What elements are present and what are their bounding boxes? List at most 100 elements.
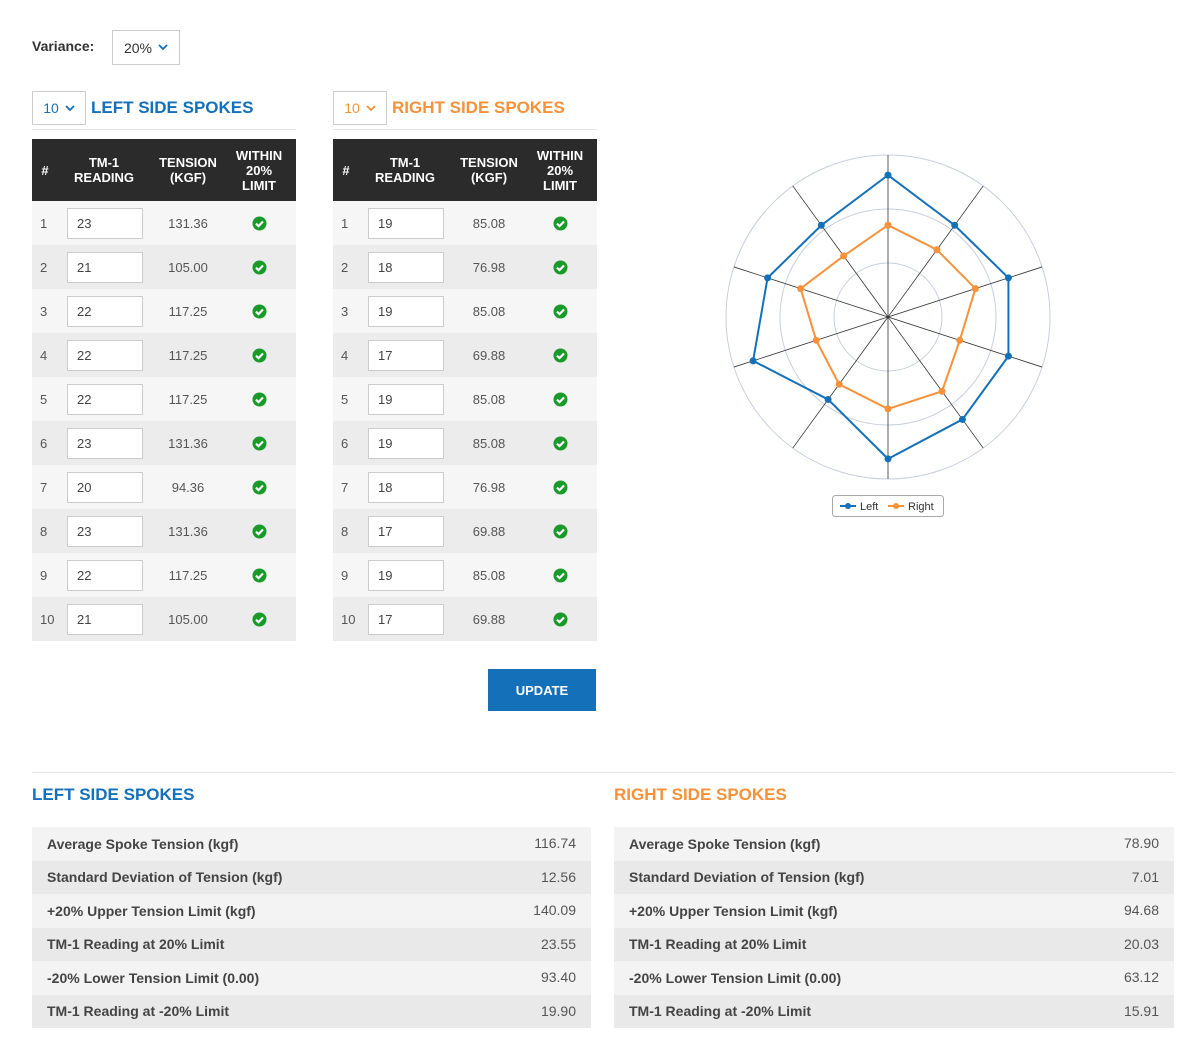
within-limit xyxy=(228,465,290,509)
chevron xyxy=(366,104,376,111)
column-header: # xyxy=(342,162,350,178)
reading-input[interactable]: 21 xyxy=(67,252,143,283)
data-point xyxy=(884,455,892,463)
table-underline xyxy=(333,129,597,130)
reading-input[interactable]: 22 xyxy=(67,296,143,327)
count-select[interactable]: 10 xyxy=(32,91,86,125)
data-point xyxy=(884,171,892,179)
update-button[interactable]: UPDATE xyxy=(488,669,596,711)
column-header: WITHIN 20% LIMIT xyxy=(536,147,584,193)
summary-value: 63.12 xyxy=(1123,969,1159,985)
data-point xyxy=(956,336,964,344)
data-point xyxy=(938,387,946,395)
summary-row: Average Spoke Tension (kgf) xyxy=(32,827,591,861)
row-number: 3 xyxy=(40,303,48,319)
within-limit xyxy=(228,377,290,421)
variance-select[interactable]: 20% xyxy=(112,30,180,65)
row-number: 6 xyxy=(341,435,349,451)
within-limit xyxy=(228,333,290,377)
reading-input[interactable]: 19 xyxy=(368,560,444,591)
within-limit xyxy=(529,377,591,421)
data-point xyxy=(749,357,757,365)
tension: 94.36 xyxy=(171,479,205,495)
within-limit xyxy=(529,421,591,465)
summary-row: +20% Upper Tension Limit (kgf) xyxy=(32,894,591,928)
within-limit xyxy=(529,333,591,377)
summary-row: -20% Lower Tension Limit (0.00) xyxy=(614,961,1174,995)
reading-input[interactable]: 18 xyxy=(368,472,444,503)
count-select[interactable]: 10 xyxy=(333,91,387,125)
row-number: 1 xyxy=(341,215,349,231)
within-limit xyxy=(228,597,290,641)
reading-input[interactable]: 19 xyxy=(368,384,444,415)
summary-row: -20% Lower Tension Limit (0.00) xyxy=(32,961,591,995)
spoke-axis xyxy=(887,316,984,449)
data-point xyxy=(1004,352,1012,360)
row-number: 8 xyxy=(341,523,349,539)
within-limit xyxy=(529,553,591,597)
reading-input[interactable]: 21 xyxy=(67,604,143,635)
data-point xyxy=(951,221,959,229)
summary-value: 23.55 xyxy=(540,935,576,952)
check-icon xyxy=(553,436,567,450)
row-number: 9 xyxy=(40,567,48,583)
reading-input[interactable]: 19 xyxy=(368,208,444,239)
reading-input[interactable]: 22 xyxy=(67,560,143,591)
reading-input[interactable]: 17 xyxy=(368,604,444,635)
tension: 131.36 xyxy=(168,215,208,231)
spoke-axis xyxy=(733,266,889,318)
reading-input[interactable]: 19 xyxy=(368,428,444,459)
check-icon xyxy=(252,524,266,538)
column-header: TM-1 READING xyxy=(74,155,134,185)
summary-row: Standard Deviation of Tension (kgf) xyxy=(32,860,591,894)
reading-input[interactable]: 17 xyxy=(368,516,444,547)
row-number: 4 xyxy=(341,347,349,363)
reading-input[interactable]: 23 xyxy=(67,428,143,459)
row-number: 2 xyxy=(40,259,48,275)
data-point xyxy=(764,274,772,282)
check-icon xyxy=(252,568,266,582)
row-number: 2 xyxy=(341,259,349,275)
row-number: 7 xyxy=(40,479,48,495)
reading-input[interactable]: 23 xyxy=(67,208,143,239)
summary-value: 78.90 xyxy=(1123,835,1159,851)
reading-input[interactable]: 19 xyxy=(368,296,444,327)
check-icon xyxy=(553,480,567,494)
radar-chart: Left Right xyxy=(725,154,1051,517)
reading-input[interactable]: 17 xyxy=(368,340,444,371)
tension: 85.08 xyxy=(472,567,506,583)
count-value: 10 xyxy=(43,100,59,116)
check-icon xyxy=(252,348,266,362)
tension: 105.00 xyxy=(168,259,208,275)
within-limit xyxy=(529,201,591,245)
check-icon xyxy=(553,568,567,582)
reading-input[interactable]: 22 xyxy=(67,384,143,415)
tension: 69.88 xyxy=(472,523,506,539)
reading-input[interactable]: 23 xyxy=(67,516,143,547)
tension: 117.25 xyxy=(168,567,208,583)
within-limit xyxy=(529,245,591,289)
summary-value: 7.01 xyxy=(1131,868,1159,885)
reading-input[interactable]: 18 xyxy=(368,252,444,283)
reading-input[interactable]: 20 xyxy=(67,472,143,503)
table-header-bg xyxy=(32,139,296,201)
column-header: TM-1 READING xyxy=(375,155,435,185)
summary-title: RIGHT SIDE SPOKES xyxy=(614,785,787,804)
tension: 105.00 xyxy=(168,611,208,627)
tension: 76.98 xyxy=(472,479,506,495)
within-limit xyxy=(228,245,290,289)
tension: 117.25 xyxy=(168,303,208,319)
summary-value: 116.74 xyxy=(534,835,576,851)
tension: 85.08 xyxy=(472,391,506,407)
row-number: 3 xyxy=(341,303,349,319)
check-icon xyxy=(252,480,266,494)
tension: 117.25 xyxy=(168,391,208,407)
spoke-axis xyxy=(792,185,889,318)
data-point xyxy=(835,380,843,388)
within-limit xyxy=(228,201,290,245)
row-number: 6 xyxy=(40,435,48,451)
tension: 85.08 xyxy=(472,435,506,451)
reading-input[interactable]: 22 xyxy=(67,340,143,371)
row-number: 5 xyxy=(40,391,48,407)
summary-value: 15.91 xyxy=(1123,1002,1159,1019)
